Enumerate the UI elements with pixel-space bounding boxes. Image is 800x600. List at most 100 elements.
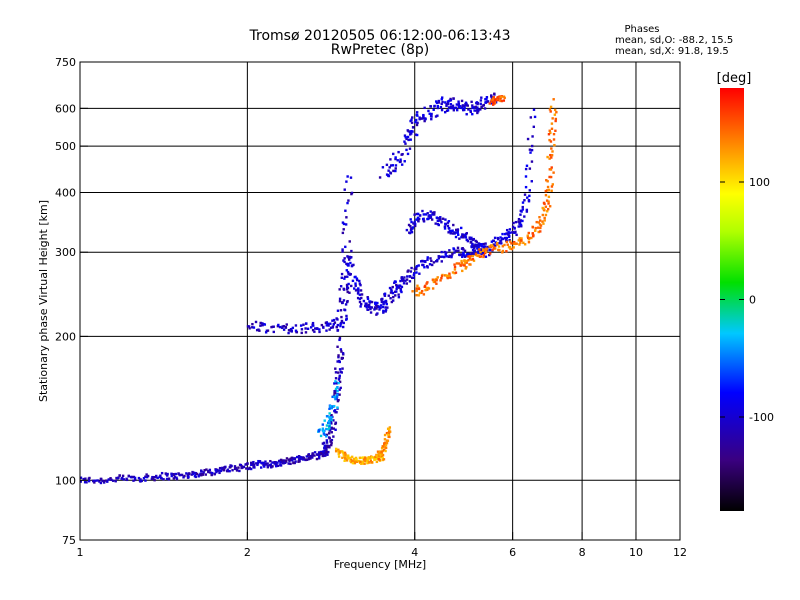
echo-point [544,193,548,197]
echo-point [338,374,341,377]
echo-point [151,477,155,480]
echo-point [471,254,474,258]
echo-point [445,274,448,277]
echo-point [342,259,345,262]
echo-point [340,315,343,319]
echo-point [366,459,369,462]
echo-point [405,137,408,141]
echo-point [362,299,366,303]
echo-point [547,195,551,199]
echo-point [367,461,371,464]
echo-point [325,446,328,449]
echo-point [326,322,330,325]
echo-point [395,286,399,289]
echo-point [320,323,324,327]
echo-point [353,461,357,465]
echo-point [399,158,402,161]
echo-point [471,253,474,256]
echo-point [309,326,313,329]
echo-point [468,257,472,260]
echo-point [345,180,348,183]
echo-point [324,454,327,457]
echo-point [109,477,112,480]
echo-point [364,304,367,308]
echo-point [387,431,390,434]
echo-point [256,463,259,467]
echo-point [464,260,467,263]
echo-point [426,258,429,261]
echo-point [203,468,206,472]
echo-point [338,297,342,300]
echo-point [392,295,395,299]
echo-point [214,469,218,472]
echo-point [322,326,325,329]
echo-point [307,453,310,457]
echo-point [519,223,523,227]
echo-point [338,360,341,364]
echo-point [478,242,481,246]
echo-point [415,266,418,269]
echo-point [482,103,486,107]
echo-point [549,153,552,157]
echo-point [392,169,395,173]
echo-point [359,283,362,287]
echo-point [409,133,412,136]
echo-point [334,411,337,414]
echo-point [346,175,349,178]
echo-point [521,219,524,223]
echo-point [341,367,344,370]
echo-point [472,244,476,247]
echo-point [337,355,340,359]
echo-point [479,102,482,106]
echo-point [531,235,535,238]
echo-point [518,237,521,240]
echo-point [408,130,411,134]
echo-point [547,189,550,192]
echo-point [387,169,390,172]
echo-point [461,104,465,107]
echo-point [453,263,456,266]
echo-point [394,164,398,167]
echo-point [272,330,275,334]
echo-point [218,469,221,472]
echo-point [264,462,268,466]
echo-point [415,133,419,137]
echo-point [375,307,378,310]
echo-point [271,461,274,464]
echo-point [521,208,525,211]
echo-point [350,256,353,259]
echo-point [389,172,393,175]
echo-point [398,284,401,287]
echo-point [338,300,342,303]
echo-point [283,459,286,462]
echo-point [447,220,451,223]
echo-point [383,448,386,452]
echo-point [313,454,316,457]
echo-point [387,428,391,431]
echo-point [551,150,554,153]
echo-point [547,202,550,205]
echo-point [482,251,485,255]
phases-heading: Phases [624,24,659,35]
echo-point [521,201,525,204]
echo-point [469,241,472,244]
echo-point [421,263,424,267]
echo-point [361,460,364,464]
echo-point [341,352,345,355]
echo-point [443,255,446,259]
echo-point [415,267,418,271]
echo-point [497,237,500,241]
echo-point [549,175,553,179]
echo-point [494,244,497,247]
echo-point [424,213,428,216]
echo-point [380,450,383,454]
echo-point [412,273,416,277]
echo-point [311,321,315,325]
echo-point [408,147,412,150]
echo-point [321,442,325,445]
echo-point [331,405,334,408]
echo-point [465,238,468,242]
echo-point [554,117,558,121]
echo-point [99,481,103,485]
echo-point [100,477,103,481]
